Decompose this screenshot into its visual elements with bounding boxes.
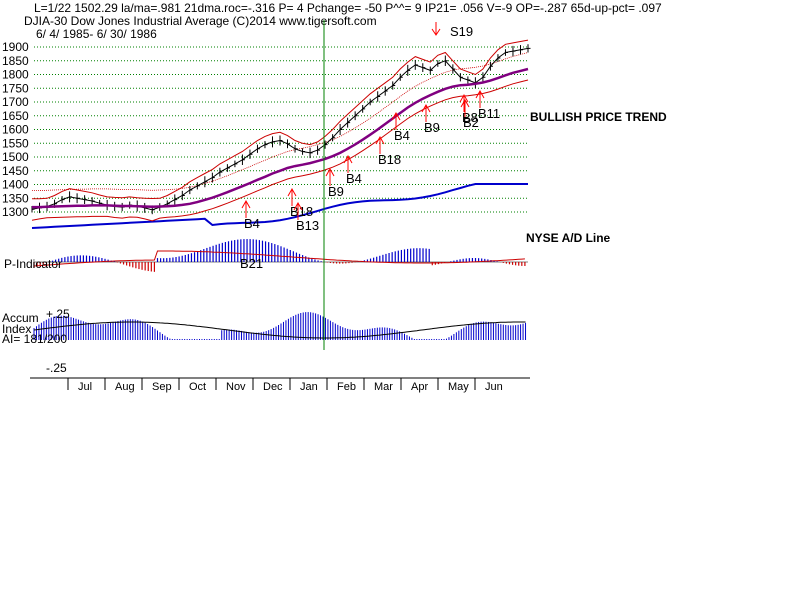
month-label: Sep <box>152 381 172 393</box>
y-tick-label: 1350 <box>2 191 29 205</box>
price-bars <box>31 44 531 215</box>
month-label: Nov <box>226 381 246 393</box>
buy-arrow-head <box>325 167 335 177</box>
signal-label: B4 <box>346 171 362 186</box>
moving-average <box>32 67 529 209</box>
ad-line-label: NYSE A/D Line <box>526 231 611 245</box>
month-label: Jan <box>300 381 318 393</box>
month-label: Feb <box>337 381 356 393</box>
accum-top-label: +.25 <box>46 307 70 321</box>
y-tick-label: 1850 <box>2 54 29 68</box>
buy-arrow-head <box>421 103 431 113</box>
header-line-1: L=1/22 1502.29 la/ma=.981 21dma.roc=-.31… <box>34 1 662 15</box>
y-tick-label: 1500 <box>2 150 29 164</box>
signal-label: B4 <box>244 216 260 231</box>
price-grid <box>34 46 528 213</box>
month-label: Apr <box>411 381 428 393</box>
y-tick-label: 1450 <box>2 164 29 178</box>
p-indicator-ma <box>33 250 525 267</box>
y-tick-label: 1650 <box>2 109 29 123</box>
accum-bottom-label: -.25 <box>46 361 67 375</box>
buy-arrow-head <box>241 199 251 209</box>
accum-ma <box>33 321 526 339</box>
y-axis-ticks: 1300135014001450150015501600165017001750… <box>2 40 29 219</box>
month-label: Aug <box>115 381 135 393</box>
buy-arrow-head <box>375 135 385 145</box>
ad-line-path <box>31 183 528 229</box>
month-labels: Jul Aug Sep Oct Nov Dec Jan Feb Mar Apr May Jun <box>67 378 503 393</box>
signal-label: B13 <box>296 218 319 233</box>
signal-label: B8 <box>462 110 478 125</box>
signal-label: B9 <box>424 120 440 135</box>
month-label: May <box>448 381 469 393</box>
trend-label: BULLISH PRICE TREND <box>530 110 667 124</box>
accum-index-panel <box>33 312 527 340</box>
month-label: Dec <box>263 381 283 393</box>
price-bands <box>31 39 529 222</box>
p-indicator-panel <box>33 239 528 272</box>
signal-label: B18 <box>378 152 401 167</box>
ad-line <box>31 183 528 229</box>
buy-arrow-head <box>343 154 353 164</box>
header-line-3: 6/ 4/ 1985- 6/ 30/ 1986 <box>36 27 157 41</box>
y-tick-label: 1400 <box>2 178 29 192</box>
header-line-2: DJIA-30 Dow Jones Industrial Average (C)… <box>24 14 377 28</box>
y-tick-label: 1800 <box>2 68 29 82</box>
y-tick-label: 1700 <box>2 95 29 109</box>
signal-label: B11 <box>478 106 500 121</box>
accum-index-label: Index <box>2 322 31 336</box>
ai-label: AI= 181/200 <box>2 332 67 346</box>
p-indicator-label: P-Indicator <box>4 257 62 271</box>
ma-line <box>32 67 529 209</box>
month-label: Jul <box>78 381 92 393</box>
month-label: Mar <box>374 381 393 393</box>
sell-arrow-head <box>431 28 441 36</box>
y-tick-label: 1900 <box>2 40 29 54</box>
buy-arrow-head <box>391 111 401 121</box>
y-tick-label: 1750 <box>2 81 29 95</box>
buy-arrow-head <box>475 89 485 99</box>
upper-band <box>32 39 529 200</box>
signal-label: B4 <box>394 128 410 143</box>
signal-label: B18 <box>290 204 313 219</box>
y-tick-label: 1600 <box>2 123 29 137</box>
y-tick-label: 1550 <box>2 136 29 150</box>
signal-label: S19 <box>450 24 473 39</box>
month-label: Jun <box>485 381 503 393</box>
signal-label: B21 <box>240 256 263 271</box>
buy-arrow-head <box>460 98 470 108</box>
buy-arrow-head <box>459 93 469 103</box>
buy-arrow-head <box>293 201 303 211</box>
y-tick-label: 1300 <box>2 205 29 219</box>
signal-label: B2 <box>463 115 479 130</box>
outer-upper-band <box>32 52 529 191</box>
month-label: Oct <box>189 381 206 393</box>
accum-title: Accum <box>2 311 39 325</box>
signal-label: B9 <box>328 184 344 199</box>
lower-band <box>31 79 529 222</box>
buy-arrow-head <box>287 187 297 197</box>
